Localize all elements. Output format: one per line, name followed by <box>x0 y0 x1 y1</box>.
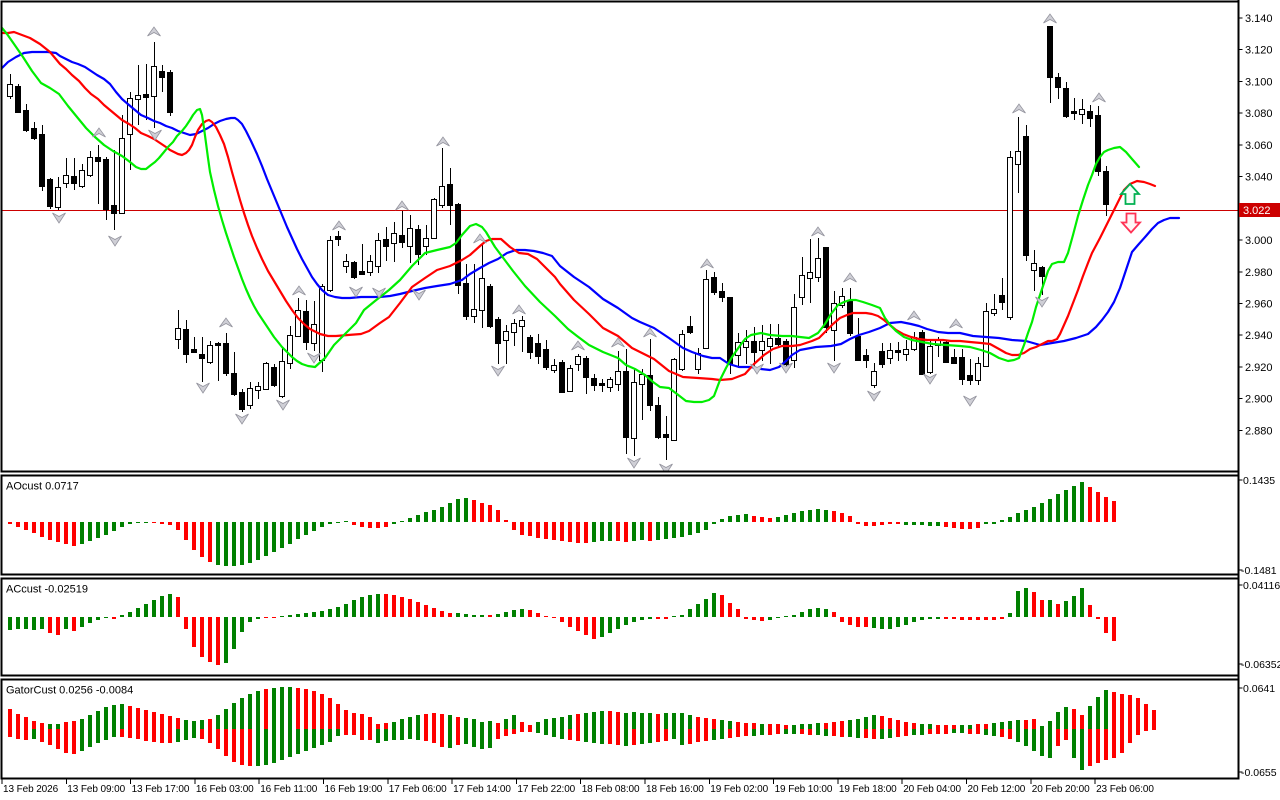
svg-text:23 Feb 06:00: 23 Feb 06:00 <box>1096 784 1154 795</box>
svg-text:-0.1481: -0.1481 <box>1241 565 1277 577</box>
svg-text:0.04116: 0.04116 <box>1243 580 1280 592</box>
svg-text:3.100: 3.100 <box>1245 76 1273 88</box>
svg-text:2.880: 2.880 <box>1245 425 1273 437</box>
svg-text:3.060: 3.060 <box>1245 140 1273 152</box>
svg-text:2.960: 2.960 <box>1245 299 1273 311</box>
svg-text:3.040: 3.040 <box>1245 172 1273 184</box>
svg-text:-0.06352: -0.06352 <box>1241 659 1280 671</box>
svg-text:13 Feb 09:00: 13 Feb 09:00 <box>67 784 125 795</box>
svg-text:20 Feb 12:00: 20 Feb 12:00 <box>968 784 1026 795</box>
svg-text:2.940: 2.940 <box>1245 330 1273 342</box>
svg-text:17 Feb 14:00: 17 Feb 14:00 <box>453 784 511 795</box>
svg-text:AOcust 0.0717: AOcust 0.0717 <box>6 481 79 493</box>
svg-text:3.022: 3.022 <box>1243 205 1271 217</box>
svg-text:16 Feb 11:00: 16 Feb 11:00 <box>260 784 318 795</box>
svg-text:2.900: 2.900 <box>1245 394 1273 406</box>
svg-text:3.140: 3.140 <box>1245 13 1273 25</box>
svg-text:3.000: 3.000 <box>1245 235 1273 247</box>
svg-text:0.1435: 0.1435 <box>1243 475 1275 487</box>
svg-text:13 Feb 17:00: 13 Feb 17:00 <box>132 784 190 795</box>
svg-text:19 Feb 10:00: 19 Feb 10:00 <box>775 784 833 795</box>
svg-text:GatorCust 0.0256 -0.0084: GatorCust 0.0256 -0.0084 <box>6 685 133 697</box>
svg-text:17 Feb 06:00: 17 Feb 06:00 <box>389 784 447 795</box>
svg-text:3.080: 3.080 <box>1245 108 1273 120</box>
svg-text:3.120: 3.120 <box>1245 45 1273 57</box>
svg-text:16 Feb 03:00: 16 Feb 03:00 <box>196 784 254 795</box>
svg-text:18 Feb 16:00: 18 Feb 16:00 <box>646 784 704 795</box>
svg-text:17 Feb 22:00: 17 Feb 22:00 <box>517 784 575 795</box>
svg-text:19 Feb 18:00: 19 Feb 18:00 <box>839 784 897 795</box>
svg-text:2.980: 2.980 <box>1245 267 1273 279</box>
svg-text:18 Feb 08:00: 18 Feb 08:00 <box>582 784 640 795</box>
svg-text:0.0641: 0.0641 <box>1243 683 1275 695</box>
svg-text:20 Feb 04:00: 20 Feb 04:00 <box>903 784 961 795</box>
svg-text:2.920: 2.920 <box>1245 362 1273 374</box>
svg-text:20 Feb 20:00: 20 Feb 20:00 <box>1032 784 1090 795</box>
svg-text:ACcust -0.02519: ACcust -0.02519 <box>6 584 88 596</box>
svg-text:16 Feb 19:00: 16 Feb 19:00 <box>325 784 383 795</box>
svg-text:19 Feb 02:00: 19 Feb 02:00 <box>710 784 768 795</box>
svg-text:13 Feb 2026: 13 Feb 2026 <box>3 784 59 795</box>
svg-text:-0.0655: -0.0655 <box>1241 767 1277 779</box>
